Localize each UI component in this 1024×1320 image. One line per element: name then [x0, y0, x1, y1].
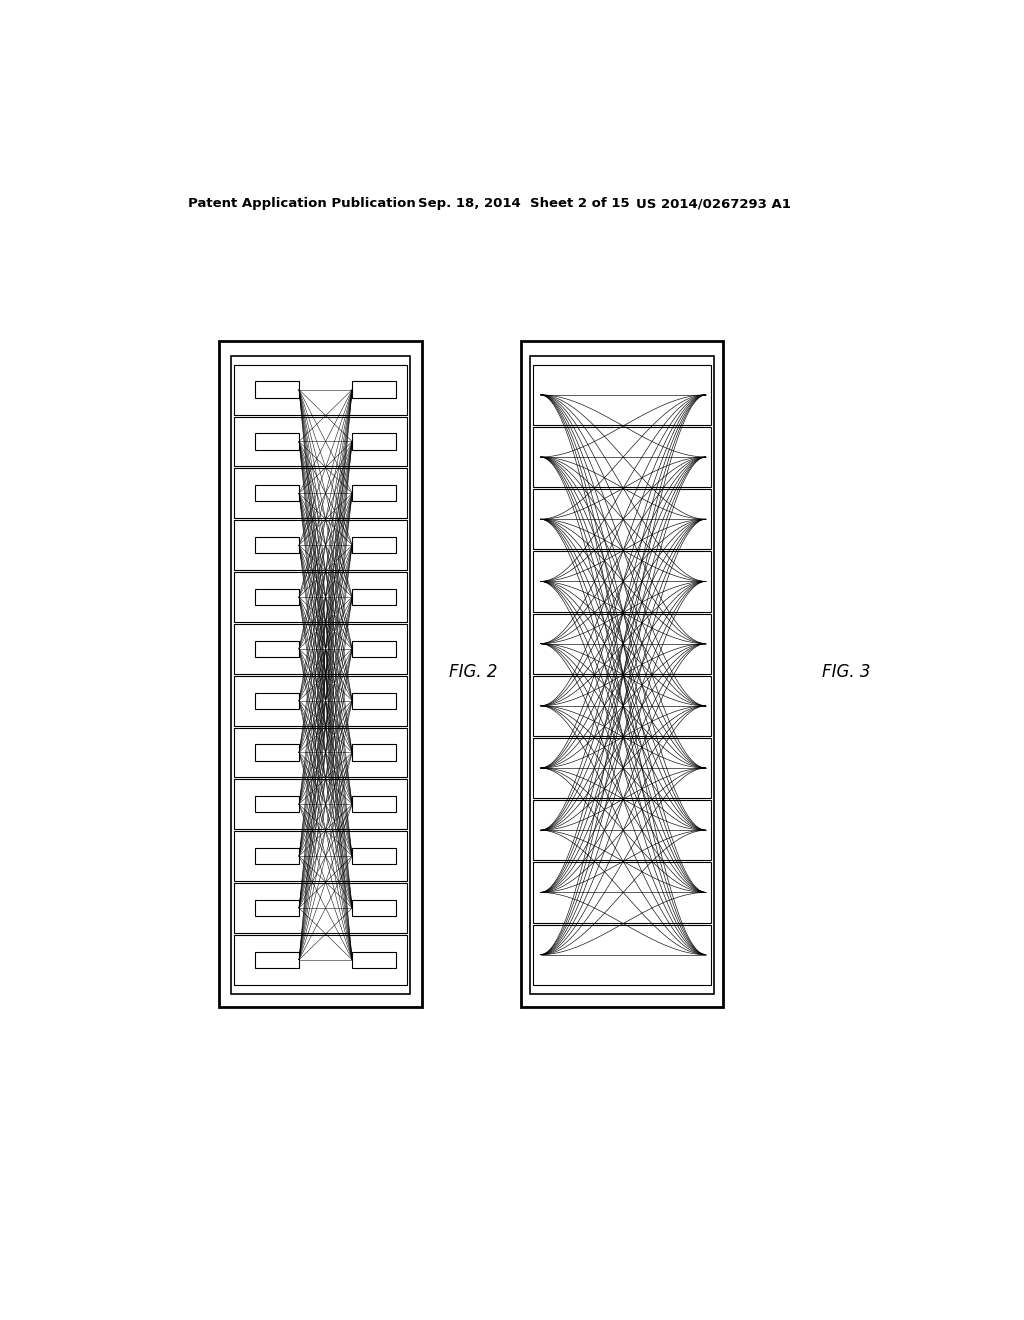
Bar — [233, 676, 408, 726]
Bar — [231, 355, 410, 994]
Bar — [233, 417, 408, 466]
Bar — [233, 727, 408, 777]
Bar — [352, 744, 396, 760]
Bar — [352, 693, 396, 709]
Text: US 2014/0267293 A1: US 2014/0267293 A1 — [636, 197, 791, 210]
Bar — [233, 364, 408, 414]
Bar — [532, 552, 712, 611]
Bar — [352, 640, 396, 657]
Bar — [255, 900, 299, 916]
Bar — [255, 486, 299, 502]
Bar — [532, 426, 712, 487]
Bar — [532, 862, 712, 923]
Bar — [255, 952, 299, 968]
Bar — [532, 738, 712, 799]
Bar — [233, 572, 408, 622]
Bar — [521, 342, 723, 1007]
Bar — [255, 796, 299, 812]
Bar — [233, 779, 408, 829]
Bar — [233, 935, 408, 985]
Bar — [352, 952, 396, 968]
Bar — [352, 900, 396, 916]
Bar — [255, 693, 299, 709]
Bar — [352, 847, 396, 865]
Bar — [352, 486, 396, 502]
Bar — [352, 589, 396, 605]
Bar — [233, 883, 408, 933]
Bar — [532, 614, 712, 673]
Bar — [532, 364, 712, 425]
Bar — [255, 589, 299, 605]
Bar — [255, 433, 299, 450]
Bar — [532, 924, 712, 985]
Bar — [233, 469, 408, 519]
Bar — [255, 640, 299, 657]
Bar — [352, 537, 396, 553]
Bar — [233, 624, 408, 673]
Bar — [255, 537, 299, 553]
Bar — [233, 520, 408, 570]
Bar — [352, 381, 396, 397]
Bar — [219, 342, 422, 1007]
Bar — [255, 744, 299, 760]
Bar — [255, 381, 299, 397]
Text: FIG. 2: FIG. 2 — [450, 663, 498, 681]
Bar — [530, 355, 714, 994]
Bar — [352, 796, 396, 812]
Bar — [255, 847, 299, 865]
Bar — [233, 832, 408, 880]
Text: Patent Application Publication: Patent Application Publication — [187, 197, 416, 210]
Text: FIG. 3: FIG. 3 — [822, 663, 870, 681]
Bar — [352, 433, 396, 450]
Text: Sep. 18, 2014  Sheet 2 of 15: Sep. 18, 2014 Sheet 2 of 15 — [418, 197, 630, 210]
Bar — [532, 800, 712, 861]
Bar — [532, 676, 712, 737]
Bar — [532, 490, 712, 549]
